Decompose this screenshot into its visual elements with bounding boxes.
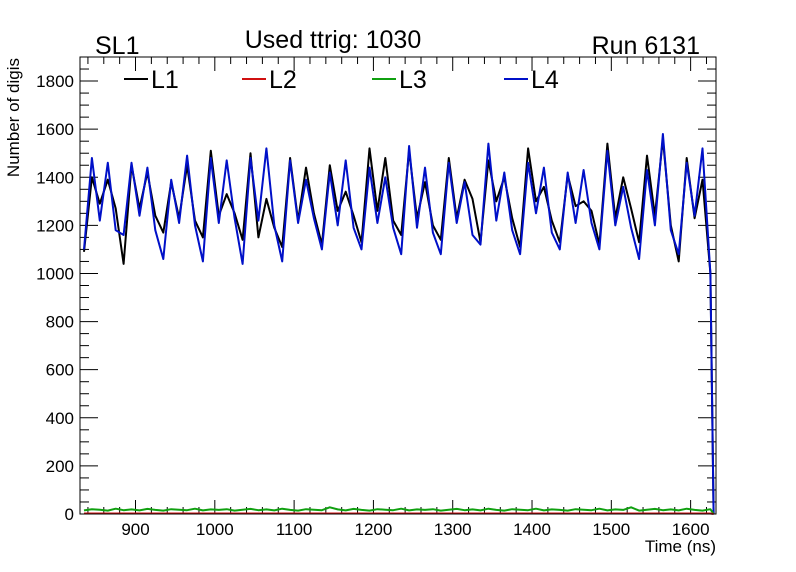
x-tick-label: 1500: [592, 520, 630, 539]
y-tick-label: 200: [46, 457, 74, 476]
x-tick-label: 1000: [196, 520, 234, 539]
series-line-l4: [83, 133, 715, 515]
y-tick-label: 0: [65, 505, 74, 524]
y-tick-label: 1200: [36, 216, 74, 235]
legend-label-l2: L2: [269, 66, 297, 94]
y-tick-label: 1400: [36, 168, 74, 187]
superlayer-label: SL1: [95, 32, 139, 60]
legend-label-l1: L1: [151, 66, 179, 94]
x-tick-label: 1200: [355, 520, 393, 539]
run-label: Run 6131: [592, 32, 700, 60]
x-axis-label: Time (ns): [645, 537, 716, 556]
series-line-l3: [83, 506, 715, 515]
x-tick-label: 1300: [434, 520, 472, 539]
x-tick-label: 1400: [513, 520, 551, 539]
y-tick-label: 400: [46, 409, 74, 428]
x-tick-label: 1600: [672, 520, 710, 539]
legend-label-l4: L4: [531, 66, 559, 94]
y-tick-label: 1600: [36, 120, 74, 139]
y-tick-label: 800: [46, 313, 74, 332]
y-tick-label: 600: [46, 361, 74, 380]
legend-label-l3: L3: [399, 66, 427, 94]
x-tick-label: 900: [121, 520, 149, 539]
plot-frame: [79, 56, 717, 515]
y-axis-label: Number of digis: [4, 58, 23, 177]
y-tick-label: 1000: [36, 264, 74, 283]
y-tick-label: 1800: [36, 72, 74, 91]
x-tick-label: 1100: [276, 520, 313, 539]
chart-title: Used ttrig: 1030: [245, 26, 422, 54]
